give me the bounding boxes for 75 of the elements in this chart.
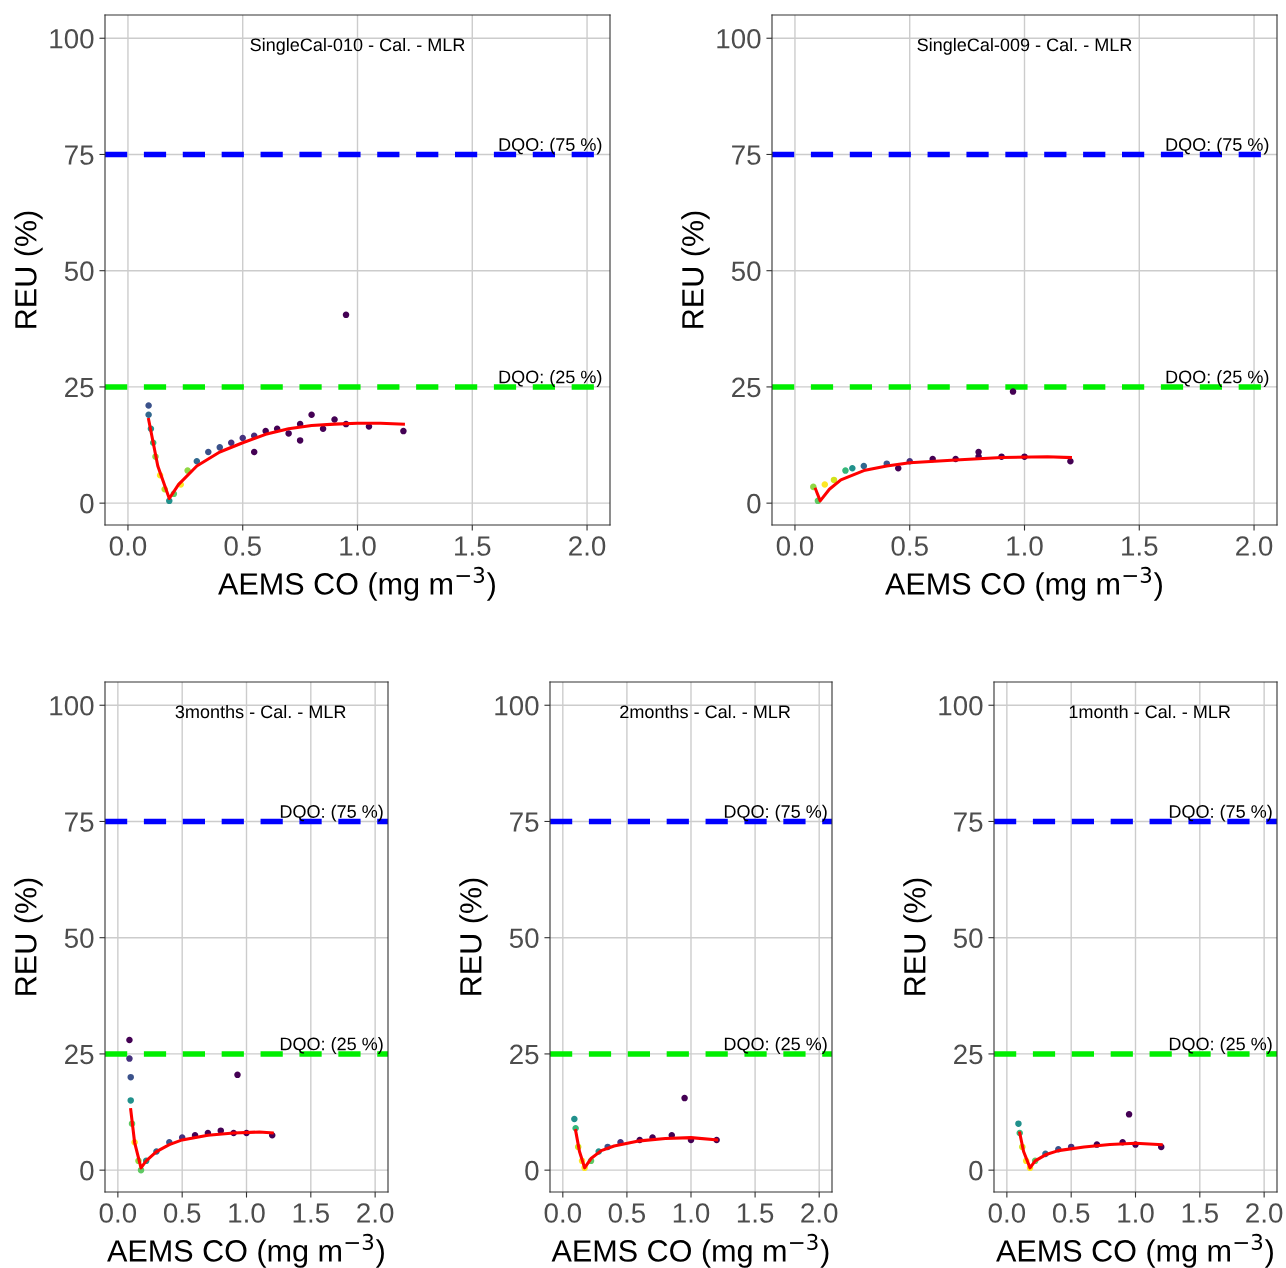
y-tick-label: 100 [939,695,983,716]
annotation: 1month - Cal. - MLR [1069,704,1231,719]
x-tick-label: 0.0 [109,536,147,556]
y-tick-label: 50 [64,261,94,282]
x-axis-title: AEMS CO (mg m$^{−3}$) [218,566,495,601]
y-tick-label: 75 [65,145,94,165]
y-axis-title: REU (%) [459,878,488,995]
x-tick-label: 0.0 [99,1203,137,1223]
x-tick-label: 1.5 [1122,536,1158,556]
y-tick-label: 25 [954,1044,983,1065]
x-tick-label: 0.0 [544,1203,582,1223]
x-tick-label: 1.5 [1182,1203,1218,1223]
y-tick-label: 50 [731,261,761,282]
y-tick-label: 75 [732,145,761,165]
y-axis-title: REU (%) [903,878,932,995]
y-tick-label: 100 [50,28,94,49]
x-tick-label: 1.0 [340,536,376,556]
x-tick-label: 2.0 [801,1203,838,1223]
x-tick-label: 1.0 [229,1203,265,1223]
y-tick-label: 75 [65,812,94,832]
y-tick-label: 25 [65,377,94,398]
annotation: 3months - Cal. - MLR [175,704,346,719]
x-tick-label: 1.0 [1007,536,1043,556]
x-tick-label: 0.5 [891,536,928,556]
x-tick-label: 1.0 [673,1203,710,1223]
y-tick-label: 50 [953,928,983,949]
x-tick-label: 0.0 [988,1203,1026,1223]
x-tick-label: 2.0 [1236,536,1273,556]
y-tick-label: 50 [509,928,539,949]
ref-line-label: DQO: (25 %) [280,1037,383,1054]
y-tick-label: 25 [65,1044,94,1065]
x-tick-label: 0.5 [163,1203,201,1223]
x-tick-label: 2.0 [357,1203,394,1223]
y-axis-title: REU (%) [14,211,43,328]
ref-line-label: DQO: (75 %) [724,804,827,822]
ref-line-label: DQO: (25 %) [1169,1037,1272,1054]
y-tick-label: 0 [80,493,94,514]
y-tick-label: 0 [747,493,761,514]
ref-line-label: DQO: (75 %) [280,804,383,822]
ref-line-label: DQO: (75 %) [499,137,602,155]
ref-line-label: DQO: (75 %) [1169,804,1272,822]
x-tick-label: 0.0 [776,536,814,556]
y-tick-label: 100 [717,28,761,49]
ref-line-label: DQO: (75 %) [1166,137,1269,155]
y-tick-label: 0 [80,1160,94,1181]
y-tick-label: 100 [495,695,539,716]
ref-line-label: DQO: (25 %) [1166,370,1269,387]
x-axis-title: AEMS CO (mg m$^{−3}$) [996,1233,1273,1268]
x-tick-label: 0.5 [224,536,261,556]
x-tick-label: 2.0 [569,536,606,556]
y-tick-label: 0 [969,1160,983,1181]
y-tick-label: 25 [732,377,761,398]
x-axis-title: AEMS CO (mg m$^{−3}$) [107,1233,384,1268]
ref-line-label: DQO: (25 %) [499,370,602,387]
annotation: 2months - Cal. - MLR [620,704,791,719]
annotation: SingleCal-009 - Cal. - MLR [917,37,1132,55]
y-tick-label: 25 [510,1044,539,1065]
x-axis-title: AEMS CO (mg m$^{−3}$) [551,1233,829,1268]
x-axis-title: AEMS CO (mg m$^{−3}$) [885,566,1162,601]
y-tick-label: 0 [525,1160,539,1181]
x-tick-label: 0.5 [608,1203,646,1223]
y-axis-title: REU (%) [681,211,710,328]
y-tick-label: 50 [64,928,94,949]
annotation: SingleCal-010 - Cal. - MLR [250,37,465,55]
y-tick-label: 100 [50,695,94,716]
x-tick-label: 1.0 [1118,1203,1154,1223]
x-tick-label: 1.5 [293,1203,329,1223]
ref-line-label: DQO: (25 %) [724,1037,827,1054]
x-tick-label: 1.5 [737,1203,774,1223]
x-tick-label: 0.5 [1052,1203,1090,1223]
y-tick-label: 75 [510,812,539,832]
x-tick-label: 1.5 [455,536,491,556]
x-tick-label: 2.0 [1246,1203,1283,1223]
y-axis-title: REU (%) [14,878,43,995]
y-tick-label: 75 [954,812,983,832]
